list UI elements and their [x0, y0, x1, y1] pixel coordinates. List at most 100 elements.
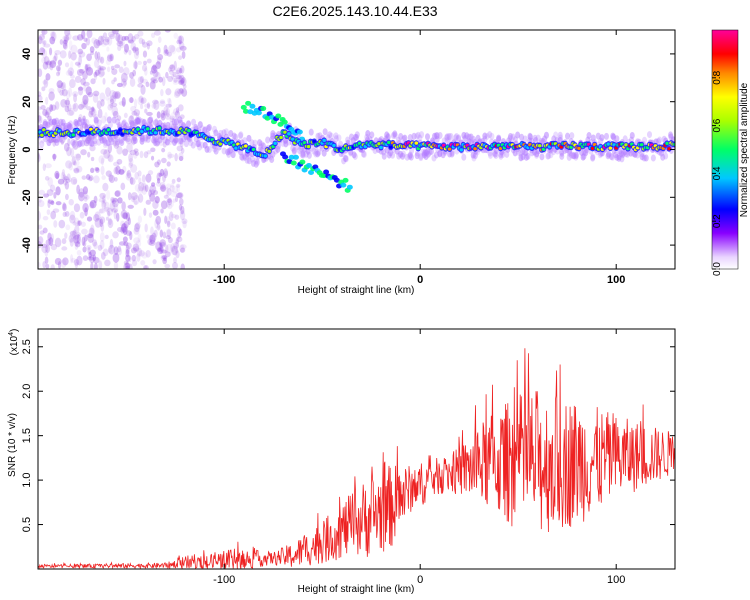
noise-blob — [180, 247, 186, 253]
noise-blob — [38, 115, 43, 124]
noise-blob — [105, 216, 109, 221]
ridge-halo — [129, 120, 135, 128]
noise-blob — [77, 86, 84, 91]
noise-blob — [148, 239, 156, 246]
noise-blob — [90, 167, 95, 174]
ridge-halo — [632, 150, 638, 158]
noise-blob — [144, 223, 148, 233]
noise-blob — [158, 76, 163, 83]
noise-blob — [104, 111, 108, 122]
noise-blob — [82, 115, 86, 122]
noise-blob — [127, 39, 135, 44]
noise-blob — [111, 197, 119, 203]
branch-blob — [255, 110, 262, 116]
noise-blob — [149, 80, 156, 90]
noise-blob — [78, 191, 85, 202]
ridge-halo — [327, 131, 333, 139]
ridge-halo — [392, 130, 398, 138]
noise-blob — [44, 249, 49, 257]
ridge-halo — [196, 140, 202, 148]
noise-blob — [51, 31, 57, 42]
noise-blob — [136, 247, 143, 257]
noise-blob — [100, 35, 105, 42]
y-tick-label: 2.5 — [21, 339, 33, 354]
noise-blob — [66, 32, 72, 41]
ridge-halo — [77, 139, 83, 147]
noise-blob — [38, 137, 42, 144]
noise-blob — [62, 174, 67, 182]
noise-blob — [114, 190, 121, 197]
ridge-halo — [250, 159, 256, 167]
noise-blob — [102, 248, 109, 257]
ridge-halo — [463, 134, 469, 142]
noise-blob — [122, 236, 128, 243]
ridge-halo — [448, 132, 454, 140]
ridge-halo — [629, 131, 635, 139]
branch-blob — [290, 160, 297, 166]
noise-blob — [147, 117, 153, 125]
noise-blob — [99, 218, 104, 228]
noise-blob — [176, 192, 183, 199]
branch-blob — [288, 154, 295, 160]
noise-blob — [113, 261, 119, 269]
noise-blob — [137, 76, 144, 84]
ridge-halo — [409, 147, 415, 155]
noise-blob — [162, 172, 166, 183]
ridge-core — [473, 147, 477, 151]
noise-blob — [72, 159, 80, 167]
noise-blob — [111, 79, 115, 85]
ridge-halo — [400, 150, 406, 158]
ridge-halo — [482, 132, 488, 140]
ridge-core — [606, 142, 611, 146]
noise-blob — [174, 152, 178, 162]
ridge-halo — [231, 132, 237, 140]
noise-blob — [155, 71, 161, 80]
noise-blob — [104, 259, 111, 267]
noise-blob — [86, 106, 92, 111]
noise-blob — [173, 77, 178, 83]
noise-blob — [142, 50, 148, 58]
noise-blob — [168, 98, 172, 108]
noise-blob — [41, 138, 45, 144]
noise-blob — [107, 152, 112, 162]
noise-blob — [62, 39, 68, 45]
ridge-halo — [623, 150, 629, 158]
noise-blob — [72, 138, 79, 144]
noise-blob — [158, 241, 166, 247]
noise-blob — [83, 196, 88, 202]
ridge-halo — [226, 147, 232, 155]
noise-blob — [137, 83, 144, 88]
noise-blob — [155, 61, 162, 69]
noise-blob — [125, 212, 130, 222]
ridge-halo — [559, 149, 565, 157]
ridge-halo — [299, 150, 305, 158]
ridge-halo — [300, 151, 306, 159]
noise-blob — [149, 184, 157, 194]
ridge-halo — [557, 131, 563, 139]
noise-blob — [150, 78, 156, 84]
ridge-halo — [270, 132, 276, 140]
noise-blob — [73, 259, 80, 266]
noise-blob — [112, 140, 117, 147]
noise-blob — [87, 256, 95, 261]
ridge-halo — [213, 147, 219, 155]
noise-blob — [100, 165, 105, 176]
ridge-core — [40, 133, 44, 137]
noise-blob — [93, 241, 98, 250]
noise-blob — [153, 140, 160, 147]
ridge-halo — [338, 140, 344, 148]
noise-blob — [131, 259, 138, 267]
noise-blob — [153, 229, 158, 238]
ridge-halo — [539, 153, 545, 161]
ridge-halo — [487, 149, 493, 157]
noise-blob — [152, 259, 157, 265]
ridge-halo — [165, 121, 171, 129]
noise-blob — [74, 225, 80, 234]
noise-blob — [173, 91, 180, 99]
noise-blob — [86, 30, 93, 39]
noise-blob — [165, 235, 172, 240]
noise-blob — [42, 109, 48, 116]
noise-blob — [97, 108, 103, 119]
ridge-halo — [570, 152, 576, 160]
